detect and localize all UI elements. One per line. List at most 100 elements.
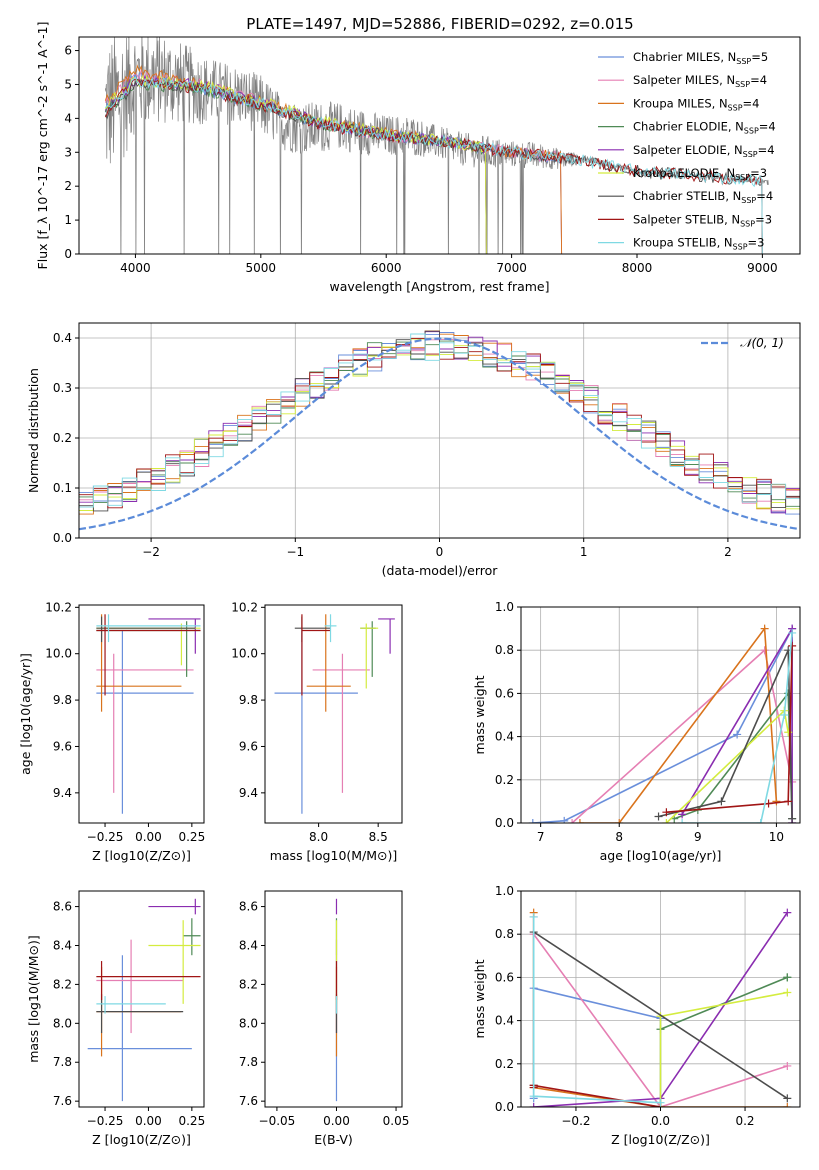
error-bar-point [96, 630, 194, 814]
error-bar-point [324, 614, 337, 643]
x-axis-label: wavelength [Angstrom, rest frame] [329, 279, 549, 294]
error-bar-point [148, 618, 201, 654]
x-tick-label: 8.5 [369, 830, 388, 844]
x-tick-label: 4000 [120, 261, 151, 275]
legend-label: Chabrier MILES, NSSP=5 [633, 50, 768, 66]
mass-weight-marker [784, 728, 793, 737]
y-tick-label: 5 [64, 77, 72, 91]
y-tick-label: 0.6 [495, 686, 514, 700]
y-tick-label: 1.0 [495, 884, 514, 898]
mass-weight-marker [783, 1061, 792, 1070]
mass-weight-marker [529, 1103, 538, 1107]
y-tick-label: 0 [64, 247, 72, 261]
mass-weight-marker [528, 819, 537, 823]
mass-weight-marker [784, 797, 793, 806]
mass-weight-line [532, 628, 793, 823]
plot-area [87, 898, 201, 1102]
x-tick-label: −0.25 [87, 1114, 124, 1128]
mass-weight-line [579, 626, 778, 823]
mass-weight-marker [568, 819, 577, 823]
y-tick-label: 2 [64, 179, 72, 193]
y-tick-label: 0.8 [495, 643, 514, 657]
y-tick-label: 9.4 [239, 786, 258, 800]
legend-label: Kroupa STELIB, NSSP=3 [633, 236, 764, 252]
y-axis-label: mass weight [472, 959, 487, 1038]
legend-count: =4 [756, 189, 773, 203]
y-tick-label: 9.6 [239, 739, 258, 753]
mass-weight-marker [529, 912, 538, 921]
error-bar-point [183, 918, 201, 956]
legend-subscript: SSP [741, 196, 756, 205]
y-tick-label: 0.4 [53, 331, 72, 345]
y-tick-label: 9.4 [53, 786, 72, 800]
x-tick-label: 0.00 [323, 1114, 350, 1128]
y-tick-label: 8.4 [53, 938, 72, 952]
y-tick-label: 7.6 [53, 1094, 72, 1108]
x-tick-label: 7000 [496, 261, 527, 275]
mass-weight-marker [529, 1092, 538, 1101]
legend-label: Salpeter STELIB, NSSP=3 [633, 212, 772, 228]
y-axis-label: mass weight [472, 675, 487, 754]
mass-weight-marker [783, 1094, 792, 1103]
legend-label: Chabrier STELIB, NSSP=4 [633, 189, 773, 205]
legend-label: Salpeter ELODIE, NSSP=4 [633, 143, 775, 159]
mass-weight-line [659, 991, 788, 1107]
spectrum-panel: 4000 5000 6000 7000 8000 9000 0 1 2 3 4 5 6 wavelengt… [35, 22, 801, 294]
x-tick-label: 9000 [747, 261, 778, 275]
y-tick-label: 8.0 [53, 1016, 72, 1030]
mass-weight-marker [780, 711, 789, 719]
x-tick-label: 0.05 [383, 1114, 410, 1128]
mass-weight-marker [654, 812, 663, 821]
legend-count: =4 [743, 96, 760, 110]
plot-area [79, 330, 800, 538]
x-tick-label: 10 [769, 830, 784, 844]
mass-weight-vs-metallicity-panel: −0.2 0.0 0.2 0.0 0.2 0.4 0.6 0.8 1.0 Z [log10(Z/Z… [472, 884, 801, 1147]
mass-weight-marker [760, 646, 769, 655]
legend-count: =5 [751, 50, 768, 64]
axes: 4000 5000 6000 7000 8000 9000 0 1 2 3 4 5 6 wavelengt… [35, 22, 801, 294]
error-bar-point [96, 653, 194, 793]
error-bar-point [96, 614, 182, 712]
x-tick-label: 0.0 [651, 1114, 670, 1128]
legend-label: Kroupa MILES, NSSP=4 [633, 96, 759, 112]
y-axis-label: Flux [f_λ 10^-17 erg cm^-2 s^-1 A^-1] [35, 22, 50, 270]
mass-weight-marker [772, 797, 781, 806]
y-tick-label: 0.0 [53, 531, 72, 545]
x-axis-label: Z [log10(Z/Z⊙)] [92, 1132, 191, 1147]
y-tick-label: 9.8 [53, 693, 72, 707]
error-bar-point [301, 614, 331, 696]
y-tick-label: 0.0 [495, 816, 514, 830]
y-tick-label: 8.6 [239, 900, 258, 914]
x-tick-label: 0.25 [178, 1114, 205, 1128]
legend-label: Kroupa ELODIE, NSSP=3 [633, 166, 767, 182]
plot-area [274, 614, 395, 814]
mass-weight-marker [788, 628, 797, 637]
model-spectrum-line [104, 74, 487, 254]
mass-weight-marker [783, 1103, 792, 1107]
mass-weight-marker [656, 1098, 665, 1107]
error-bar-point [96, 994, 184, 1034]
mass-weight-line [666, 645, 793, 813]
plot-area [528, 624, 797, 823]
y-tick-label: 8.2 [53, 977, 72, 991]
mass-weight-marker [678, 819, 687, 823]
mass-weight-marker [756, 819, 765, 823]
mass-weight-marker [662, 808, 671, 817]
figure-title: PLATE=1497, MJD=52886, FIBERID=0292, z=0… [246, 15, 633, 33]
y-tick-label: 0.2 [495, 773, 514, 787]
y-tick-label: 1 [64, 213, 72, 227]
x-axis-label: (data-model)/error [382, 563, 499, 578]
x-tick-label: 8.0 [309, 830, 328, 844]
y-tick-label: 9.6 [53, 739, 72, 753]
mass-weight-line [665, 709, 789, 823]
x-axis-label: age [log10(age/yr)] [600, 848, 722, 863]
y-tick-label: 0.3 [53, 381, 72, 395]
mass-weight-vs-age-panel: 7 8 9 10 0.0 0.2 0.4 0.6 0.8 1.0 age [log10(age/yr… [472, 600, 801, 863]
error-bar-point [96, 616, 196, 643]
plot-area [96, 614, 201, 814]
mass-weight-line [660, 976, 788, 1030]
age-vs-mass-panel: 8.0 8.5 9.4 9.6 9.8 10.0 10.2 mass [log10(M/M⊙)… [231, 600, 403, 863]
error-bar-point [148, 920, 201, 1004]
x-tick-label: 7 [537, 830, 545, 844]
mass-weight-marker [764, 799, 773, 808]
